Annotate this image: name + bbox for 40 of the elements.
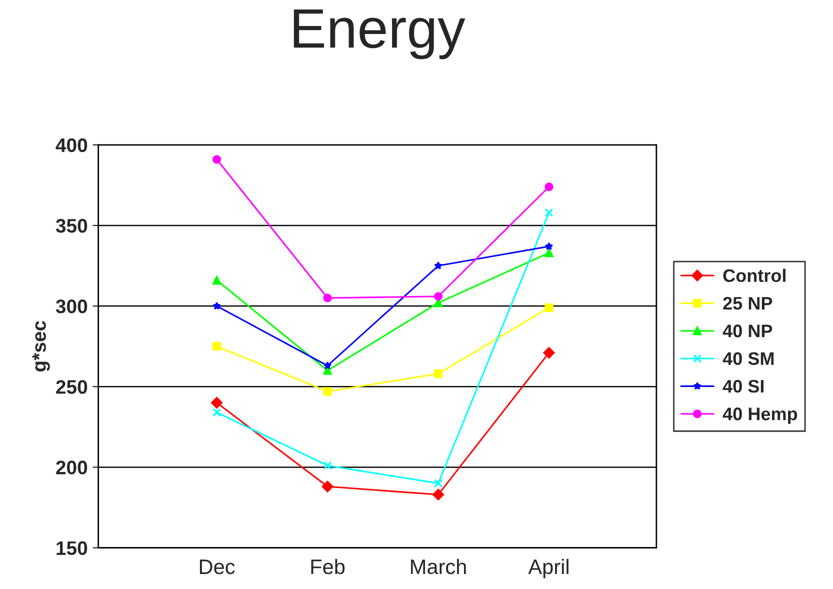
point xyxy=(434,292,443,301)
legend-label: Control xyxy=(723,268,786,282)
y-tick-label: 400 xyxy=(56,138,88,152)
legend-label: 40 SM xyxy=(722,352,774,366)
point xyxy=(434,479,443,488)
point xyxy=(323,387,332,396)
point xyxy=(322,480,334,492)
legend-label: 40 SI xyxy=(722,380,764,393)
y-tick-label: 350 xyxy=(56,218,88,233)
point xyxy=(432,488,444,500)
y-tick-label: 150 xyxy=(56,541,88,556)
x-tick-label: Feb xyxy=(311,558,345,574)
point xyxy=(544,182,554,192)
point xyxy=(212,302,221,310)
point xyxy=(434,369,443,378)
point xyxy=(544,248,554,258)
y-axis-title: g*sec xyxy=(32,320,50,372)
legend-label: 40 Hemp xyxy=(722,408,798,424)
point xyxy=(543,347,555,359)
point xyxy=(212,342,222,351)
point xyxy=(212,155,222,164)
legend-label: 40 NP xyxy=(722,324,772,338)
point xyxy=(323,294,332,302)
point xyxy=(544,208,554,217)
chart-title: Energy xyxy=(294,9,466,60)
point xyxy=(323,361,332,370)
x-tick-label: Dec xyxy=(200,560,235,574)
point xyxy=(323,461,332,470)
point xyxy=(211,396,223,408)
point xyxy=(212,276,222,285)
y-tick-label: 200 xyxy=(56,460,88,474)
y-tick-label: 250 xyxy=(56,380,88,394)
point xyxy=(544,303,554,312)
point xyxy=(544,242,554,250)
legend-label: 25 NP xyxy=(723,296,772,310)
x-tick-label: March xyxy=(411,558,466,574)
x-tick-label: April xyxy=(528,558,568,578)
point xyxy=(212,408,222,417)
y-tick-label: 300 xyxy=(56,300,88,314)
point xyxy=(434,261,442,270)
